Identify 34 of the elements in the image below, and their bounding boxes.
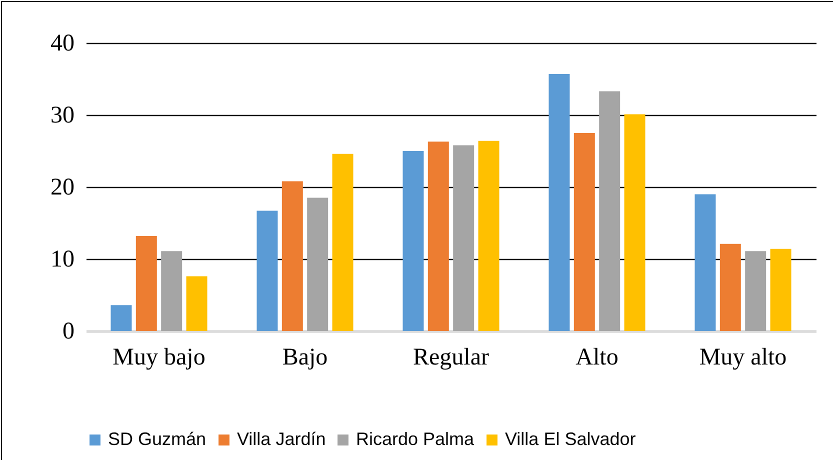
bar [428, 142, 449, 331]
bar [110, 305, 132, 331]
y-tick-label: 10 [50, 246, 74, 272]
bar [548, 74, 570, 331]
bar [720, 244, 741, 331]
bar [694, 194, 716, 331]
legend-label: SD Guzmán [108, 429, 206, 449]
x-tick-label: Muy alto [699, 344, 787, 370]
bar [624, 114, 646, 331]
y-tick-label: 30 [50, 102, 74, 128]
bar [186, 276, 208, 331]
x-tick-label: Alto [576, 344, 618, 370]
legend-label: Villa El Salvador [505, 429, 636, 449]
bar [770, 248, 792, 331]
y-tick-label: 40 [50, 30, 74, 56]
bar [453, 145, 474, 331]
bar [402, 151, 424, 331]
y-tick-label: 0 [62, 318, 74, 344]
x-tick-label: Regular [413, 344, 489, 370]
x-tick-label: Muy bajo [112, 344, 206, 370]
legend-label: Villa Jardín [237, 429, 326, 449]
bar [161, 251, 182, 331]
legend-label: Ricardo Palma [356, 429, 476, 449]
bar [599, 91, 620, 331]
bar [478, 140, 500, 331]
y-tick-label: 20 [50, 174, 74, 200]
bar [307, 198, 328, 331]
bar [136, 236, 157, 331]
x-tick-label: Bajo [282, 344, 328, 370]
bar [745, 251, 766, 331]
bar [574, 133, 595, 331]
bar [282, 181, 303, 331]
bar [256, 210, 278, 331]
bar [332, 154, 354, 331]
